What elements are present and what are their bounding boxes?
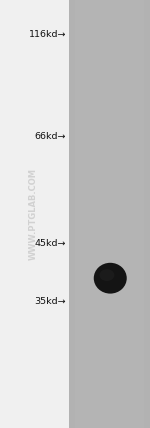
Ellipse shape (100, 269, 114, 281)
Text: 45kd→: 45kd→ (34, 239, 66, 249)
Text: 116kd→: 116kd→ (28, 30, 66, 39)
Bar (69, 0, 150, 428)
Bar (75, 0, 144, 428)
Text: 66kd→: 66kd→ (34, 131, 66, 141)
Ellipse shape (94, 263, 127, 294)
Text: WWW.PTGLAB.COM: WWW.PTGLAB.COM (29, 168, 38, 260)
Text: 35kd→: 35kd→ (34, 297, 66, 306)
